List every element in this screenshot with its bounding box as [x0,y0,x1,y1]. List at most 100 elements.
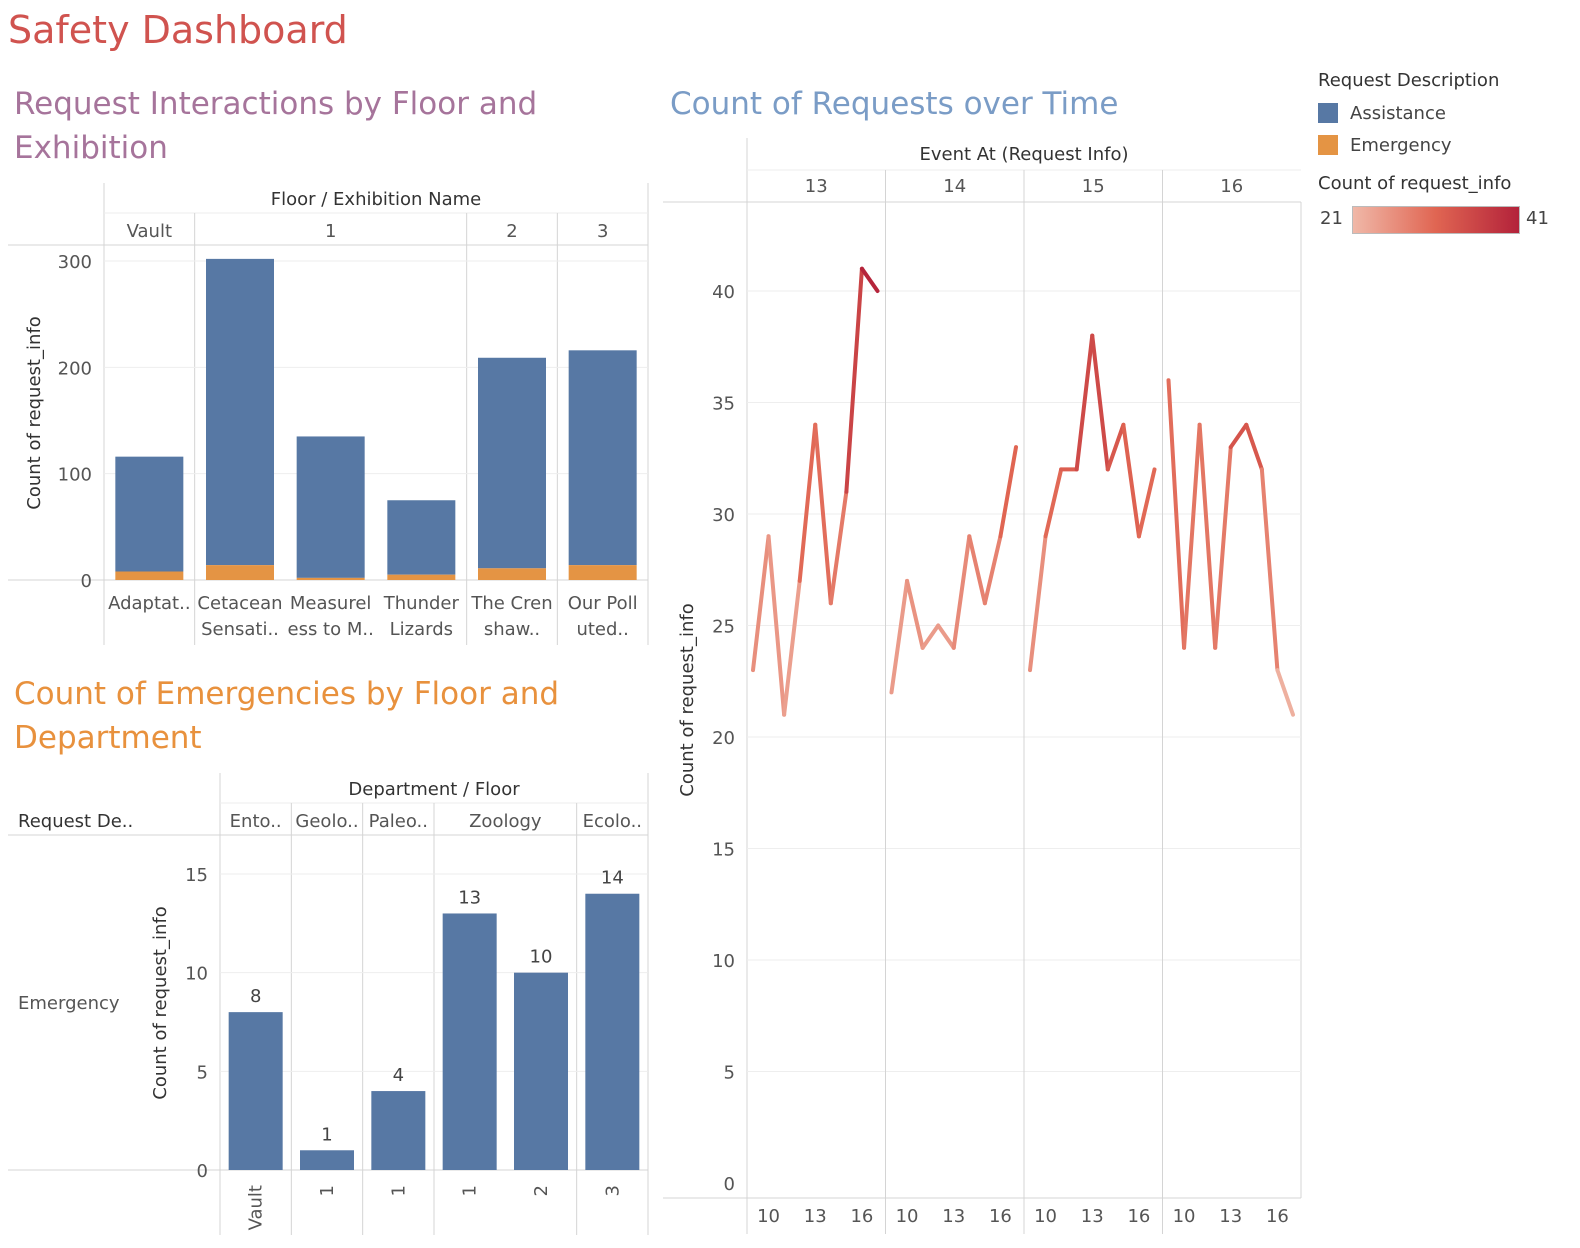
requests-by-floor-title: Request Interactions by Floor and Exhibi… [14,86,538,166]
department-header-2: Paleo.. [369,811,428,832]
y-tick-7: 35 [712,394,735,415]
legend-item-emergency[interactable]: Emergency [1318,129,1578,161]
bar-emergency-0 [115,571,184,580]
bar-5 [585,893,640,1170]
line-segment-1-1 [905,578,925,650]
department-header-4: Ecolo.. [583,811,642,832]
x-tick-label-2: 1 [388,1185,409,1196]
hour-tick-3-1: 13 [1219,1206,1242,1227]
department-header-0: Ento.. [230,811,282,832]
y-tick-8: 40 [712,282,735,303]
bar-0 [228,1012,283,1170]
line-segment-1-6 [982,534,1003,606]
line-segment-3-7 [1275,668,1295,717]
y-tick-1: 100 [58,465,92,486]
line-segment-2-5 [1105,422,1126,472]
bar-emergency-2 [296,577,365,580]
line-segment-3-2 [1197,422,1218,650]
bar-emergency-3 [387,574,456,580]
x-tick-label-3: 1 [460,1185,481,1196]
row-header: Request De.. [18,811,133,832]
y-tick-0: 0 [724,1174,735,1195]
x-tick-label-1-a: Cetacean [197,593,282,614]
header-title: Floor / Exhibition Name [271,189,481,210]
legend-label-emergency: Emergency [1350,134,1452,156]
line-segment-3-6 [1259,467,1280,673]
bar-assistance-3 [387,500,456,575]
y-tick-0: 0 [197,1161,208,1182]
line-segment-1-2 [920,623,941,650]
line-segment-3-4 [1228,422,1249,450]
line-segment-0-7 [859,266,880,293]
hour-tick-1-0: 10 [896,1206,919,1227]
line-segment-2-4 [1090,333,1110,472]
y-tick-3: 300 [58,252,92,273]
x-tick-label-5-a: Our Poll [568,593,638,614]
line-segment-0-3 [797,422,818,583]
bar-assistance-1 [206,258,274,566]
data-label-3: 13 [458,887,481,908]
row-label: Emergency [18,993,120,1014]
bar-assistance-0 [115,456,184,572]
color-scale-min: 21 [1320,208,1343,229]
y-tick-6: 30 [712,505,735,526]
y-tick-3: 15 [185,865,208,886]
line-segment-2-0 [1028,534,1048,673]
x-tick-label-1-b: Sensati.. [201,619,279,640]
bar-assistance-2 [296,436,365,578]
line-segment-0-2 [782,578,802,717]
data-label-2: 4 [393,1065,404,1086]
bar-assistance-5 [568,350,637,566]
data-label-5: 14 [601,868,624,889]
requests-over-time-chart: Event At (Request Info) 0 5 10 15 20 25 30 35 40 C… [663,138,1302,1234]
y-tick-2: 10 [712,951,735,972]
y-axis-label: Count of request_info [677,603,698,796]
legend: Request Description Assistance Emergency… [1318,70,1578,240]
department-header-1: Geolo.. [295,811,358,832]
emergencies-by-floor-chart: Department / Floor Request De.. Emergency E… [8,773,649,1235]
line-segment-0-6 [844,266,864,494]
bar-emergency-4 [478,568,546,580]
hour-tick-1-2: 16 [989,1206,1012,1227]
bar-emergency-1 [206,565,274,580]
line-segment-2-3 [1074,333,1095,472]
line-segment-3-5 [1244,422,1264,472]
day-header-2: 15 [1082,176,1105,197]
requests-over-time-title: Count of Requests over Time [670,86,1119,122]
data-label-1: 1 [321,1124,332,1145]
color-scale-max: 41 [1526,208,1549,229]
day-header-3: 16 [1220,176,1243,197]
header-title: Event At (Request Info) [919,144,1128,165]
line-segment-1-0 [889,578,910,695]
day-header-0: 13 [805,176,828,197]
legend-item-assistance[interactable]: Assistance [1318,97,1578,129]
line-segment-1-4 [951,534,972,650]
x-tick-label-2-a: Measurel [290,593,372,614]
x-tick-label-5: 3 [602,1185,623,1196]
line-segment-0-5 [828,489,849,606]
color-scale-bar [1352,206,1520,234]
floor-header-0: Vault [127,221,172,242]
x-tick-label-4-a: The Cren [470,593,552,614]
line-segment-2-7 [1136,467,1157,539]
legend-title: Request Description [1318,70,1500,91]
hour-tick-1-1: 13 [942,1206,965,1227]
hour-tick-2-0: 10 [1034,1206,1057,1227]
hour-tick-2-2: 16 [1127,1206,1150,1227]
y-axis-label: Count of request_info [150,906,171,1099]
y-tick-4: 20 [712,728,735,749]
floor-header-3: 3 [597,221,608,242]
line-segment-2-1 [1043,467,1064,539]
line-segment-3-3 [1213,445,1233,650]
y-tick-2: 200 [58,358,92,379]
data-label-4: 10 [530,947,553,968]
x-tick-label-3-a: Thunder [383,593,460,614]
x-tick-label-0-a: Adaptat.. [108,593,190,614]
y-tick-3: 15 [712,840,735,861]
bar-4 [514,972,568,1170]
day-header-1: 14 [943,176,966,197]
hour-tick-0-1: 13 [804,1206,827,1227]
y-tick-1: 5 [197,1062,208,1083]
line-segment-1-3 [936,623,956,650]
x-tick-label-2-b: ess to M.. [288,619,374,640]
